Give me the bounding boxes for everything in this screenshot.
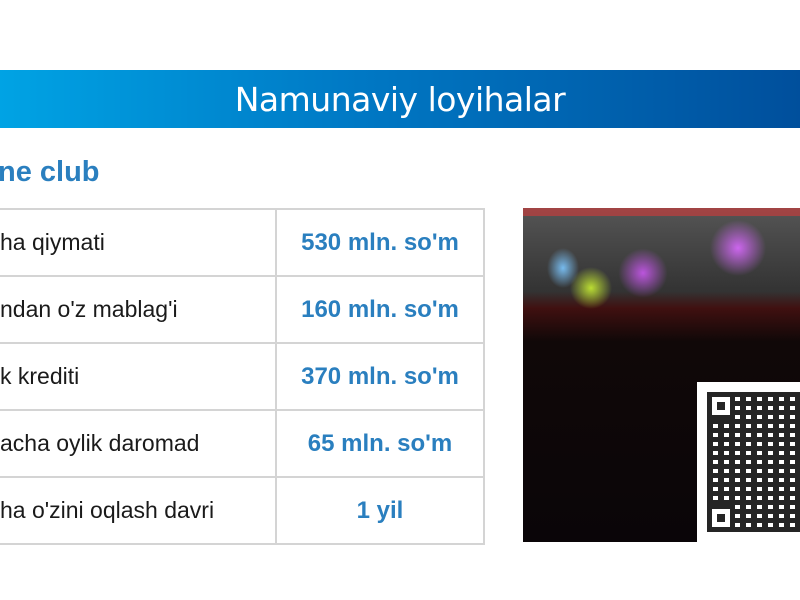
row-value: 65 mln. so'm bbox=[275, 409, 485, 478]
row-label: ndan o'z mablag'i bbox=[0, 275, 277, 344]
banner-title: Namunaviy loyihalar bbox=[234, 79, 566, 119]
row-label: ha qiymati bbox=[0, 208, 277, 277]
table-row: k krediti 370 mln. so'm bbox=[0, 342, 485, 411]
table-row: ha o'zini oqlash davri 1 yil bbox=[0, 476, 485, 545]
row-label: k krediti bbox=[0, 342, 277, 411]
table-row: ndan o'z mablag'i 160 mln. so'm bbox=[0, 275, 485, 344]
table-row: ha qiymati 530 mln. so'm bbox=[0, 208, 485, 277]
row-value: 160 mln. so'm bbox=[275, 275, 485, 344]
header-banner: Namunaviy loyihalar bbox=[0, 70, 800, 128]
section-title: ne club bbox=[0, 156, 100, 188]
game-club-photo bbox=[523, 208, 800, 542]
table-row: acha oylik daromad 65 mln. so'm bbox=[0, 409, 485, 478]
row-value: 1 yil bbox=[275, 476, 485, 545]
row-value: 370 mln. so'm bbox=[275, 342, 485, 411]
row-label: acha oylik daromad bbox=[0, 409, 277, 478]
project-table: ha qiymati 530 mln. so'm ndan o'z mablag'… bbox=[0, 208, 485, 545]
qr-finder bbox=[707, 504, 735, 532]
qr-pattern bbox=[707, 392, 800, 532]
row-label: ha o'zini oqlash davri bbox=[0, 476, 277, 545]
row-value: 530 mln. so'm bbox=[275, 208, 485, 277]
qr-code[interactable] bbox=[697, 382, 800, 542]
qr-finder bbox=[707, 392, 735, 420]
led-glow bbox=[523, 208, 800, 216]
